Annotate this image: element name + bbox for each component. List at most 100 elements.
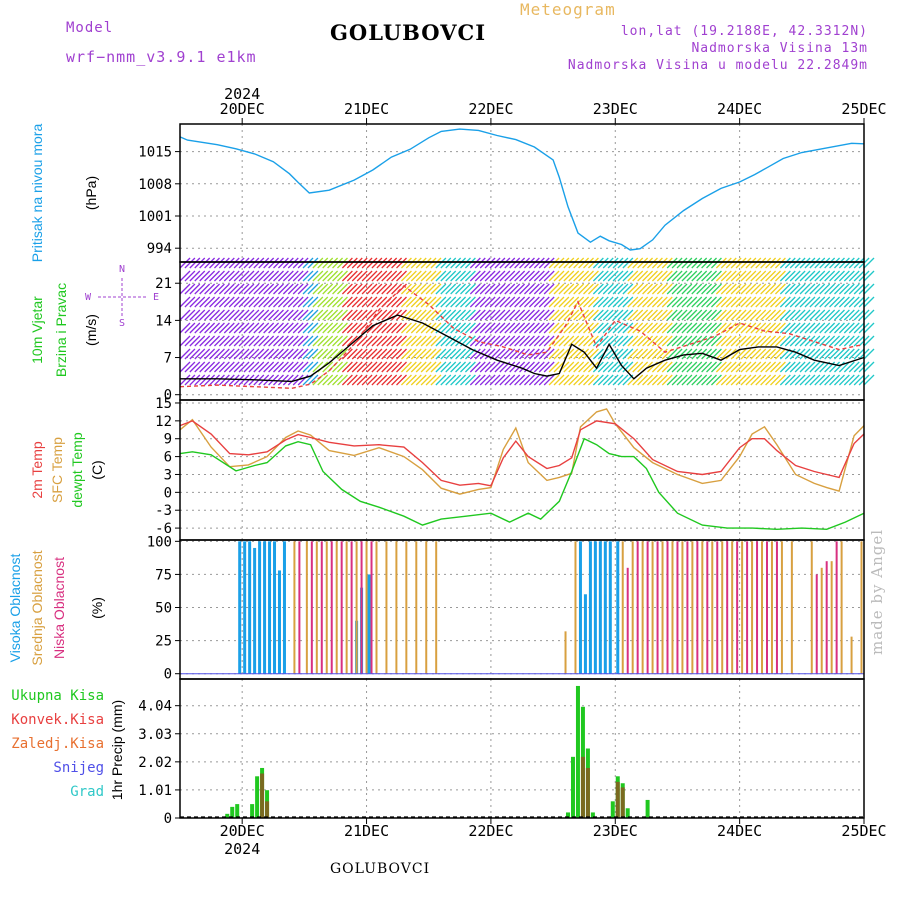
wind-barb bbox=[696, 270, 708, 282]
wind-barb bbox=[440, 270, 452, 282]
precip-bar-conv bbox=[585, 767, 590, 818]
wind-barb bbox=[632, 322, 644, 334]
wind-barb bbox=[479, 270, 491, 282]
wind-barb bbox=[740, 309, 752, 321]
wind-barb bbox=[838, 335, 850, 347]
wind-barb bbox=[199, 257, 211, 269]
wind-barb bbox=[770, 257, 781, 269]
wind-barb bbox=[430, 335, 442, 347]
wind-barb bbox=[430, 348, 442, 360]
wind-barb bbox=[474, 322, 486, 334]
wind-barb bbox=[528, 361, 540, 373]
wind-barb bbox=[268, 309, 280, 321]
wind-barb bbox=[691, 283, 703, 295]
wind-barb bbox=[794, 283, 806, 295]
wind-barb bbox=[341, 335, 353, 347]
wind-barb bbox=[277, 296, 289, 308]
wind-barb bbox=[489, 257, 501, 269]
wind-barb bbox=[740, 335, 752, 347]
cloud-bar-mid bbox=[741, 541, 744, 674]
wind-barb bbox=[464, 374, 476, 386]
wind-barb bbox=[396, 296, 407, 308]
elevation-label: Nadmorska Visina 13m bbox=[691, 41, 868, 56]
wind-barb bbox=[627, 283, 639, 295]
wind-barb bbox=[322, 348, 334, 360]
wind-barb bbox=[322, 374, 334, 386]
wind-barb bbox=[730, 296, 742, 308]
wind-barb bbox=[848, 335, 860, 347]
wind-barb bbox=[681, 361, 693, 373]
wind-barb bbox=[656, 361, 668, 373]
wind-barb bbox=[848, 361, 860, 373]
wind-barb bbox=[455, 322, 467, 334]
wind-barb bbox=[863, 283, 875, 295]
wind-barb bbox=[804, 335, 816, 347]
wind-barb bbox=[366, 296, 378, 308]
wind-barb bbox=[583, 348, 594, 360]
wind-barb bbox=[814, 348, 826, 360]
wind-barb bbox=[607, 361, 619, 373]
wind-barb bbox=[774, 374, 786, 386]
compass-north: N bbox=[119, 264, 125, 275]
wind-barb bbox=[706, 374, 717, 386]
wind-barb bbox=[779, 335, 791, 347]
wind-barb bbox=[755, 270, 767, 282]
wind-barb bbox=[228, 296, 240, 308]
wind-barb bbox=[863, 348, 875, 360]
wind-barb bbox=[223, 335, 235, 347]
wind-barb bbox=[578, 322, 590, 334]
wind-barb bbox=[292, 309, 304, 321]
wind-barb bbox=[425, 374, 437, 386]
wind-barb bbox=[774, 270, 786, 282]
wind-barb bbox=[528, 257, 540, 269]
wind-barb bbox=[819, 374, 831, 386]
wind-barb bbox=[371, 296, 383, 308]
wind-barb bbox=[691, 309, 703, 321]
wind-barb bbox=[548, 283, 560, 295]
wind-barb bbox=[740, 348, 752, 360]
wind-barb bbox=[440, 374, 452, 386]
wind-barb bbox=[602, 335, 614, 347]
wind-barb bbox=[725, 361, 737, 373]
wind-barb bbox=[543, 296, 555, 308]
wind-barb bbox=[479, 322, 491, 334]
wind-barb bbox=[814, 335, 826, 347]
cloud-bar-high bbox=[593, 541, 597, 674]
wind-barb bbox=[583, 374, 594, 386]
wind-barb bbox=[829, 335, 841, 347]
wind-ytick-label: 7 bbox=[164, 351, 172, 367]
wind-barb bbox=[632, 270, 644, 282]
wind-barb bbox=[184, 374, 196, 386]
wind-barb bbox=[479, 257, 491, 269]
wind-barb bbox=[715, 309, 727, 321]
wind-barb bbox=[194, 348, 206, 360]
wind-barb bbox=[337, 257, 348, 269]
wind-barb bbox=[469, 335, 481, 347]
wind-barb bbox=[853, 296, 865, 308]
cloud-bar-mid bbox=[305, 541, 308, 674]
cloud-bar-high bbox=[273, 541, 277, 674]
wind-barb bbox=[258, 257, 270, 269]
wind-barb bbox=[282, 361, 294, 373]
wind-barb bbox=[213, 335, 225, 347]
wind-barb bbox=[386, 257, 398, 269]
wind-barb bbox=[341, 257, 353, 269]
wind-barb bbox=[563, 270, 575, 282]
wind-barb bbox=[302, 322, 314, 334]
cloud-bar-mid bbox=[325, 541, 328, 674]
wind-barb bbox=[622, 296, 634, 308]
wind-barb bbox=[189, 374, 201, 386]
cloud-bar-high bbox=[367, 574, 371, 674]
cloud-bar-mid bbox=[425, 541, 428, 674]
wind-barb bbox=[558, 270, 570, 282]
wind-barb bbox=[656, 257, 668, 269]
precip-panel-bg bbox=[180, 679, 864, 818]
wind-barb bbox=[484, 283, 496, 295]
wind-barb bbox=[538, 335, 550, 347]
wind-barb bbox=[400, 270, 412, 282]
wind-barb bbox=[583, 296, 594, 308]
wind-barb bbox=[592, 374, 604, 386]
temperature-ytick-label: 3 bbox=[164, 467, 172, 483]
wind-barb bbox=[228, 348, 240, 360]
